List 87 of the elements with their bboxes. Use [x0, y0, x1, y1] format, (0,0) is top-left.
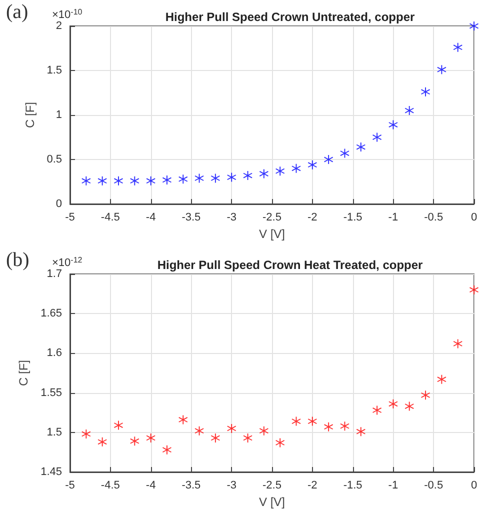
- y-tick-label: 1.6: [46, 347, 62, 360]
- x-tick-label: -5: [65, 212, 75, 224]
- x-tick-label: -2: [308, 480, 318, 492]
- point: [178, 174, 188, 184]
- point: [404, 402, 414, 411]
- x-tick-label: -4.5: [100, 212, 120, 224]
- point: [114, 176, 123, 186]
- y-tick-label: 1.45: [40, 466, 62, 478]
- y-tick-label: 1.55: [40, 386, 62, 399]
- x-tick-label: -1.5: [343, 480, 362, 492]
- point: [98, 176, 107, 186]
- x-axis-title: V [V]: [258, 494, 286, 509]
- point: [372, 132, 382, 142]
- point: [453, 42, 462, 52]
- text: (b): [6, 249, 30, 271]
- point: [388, 399, 398, 408]
- point: [470, 285, 478, 294]
- point: [114, 420, 123, 430]
- chart-title: Higher Pull Speed Crown Heat Treated, copper: [157, 258, 424, 272]
- y-tick-label: 1.5: [46, 64, 62, 76]
- point: [194, 174, 204, 183]
- text: (a): [6, 1, 28, 23]
- chart-title: Higher Pull Speed Crown Untreated, copper: [165, 10, 416, 24]
- point: [146, 176, 156, 186]
- point: [210, 174, 220, 183]
- point: [324, 155, 334, 164]
- point: [404, 106, 414, 116]
- x-tick-label: -3.5: [182, 212, 201, 224]
- point: [276, 166, 285, 176]
- point: [178, 415, 188, 424]
- point: [98, 437, 107, 446]
- point: [421, 390, 430, 400]
- x-tick-label: -3: [226, 212, 236, 224]
- x-tick-label: -4.5: [100, 480, 120, 492]
- point: [421, 87, 430, 96]
- x-tick-label: -0.5: [424, 212, 444, 224]
- point: [340, 422, 350, 431]
- point: [356, 427, 366, 436]
- point: [356, 142, 366, 152]
- point: [82, 176, 91, 186]
- point: [453, 339, 462, 348]
- point: [340, 148, 350, 158]
- x-tick-label: -1: [388, 480, 398, 492]
- x-tick-label: -3: [226, 480, 236, 492]
- point: [130, 436, 140, 446]
- y-axis-title: C [F]: [22, 102, 37, 128]
- y-tick-label: 0: [56, 198, 62, 210]
- x-tick-label: -2.5: [262, 212, 282, 224]
- x-tick-label: 0: [470, 480, 478, 492]
- point: [308, 160, 317, 170]
- point: [259, 426, 268, 436]
- point: [388, 120, 398, 130]
- point: [130, 176, 140, 186]
- point: [324, 422, 334, 432]
- y-tick-label: 1.5: [46, 426, 62, 438]
- x-tick-label: -4: [146, 480, 156, 492]
- y-tick-label: 1: [56, 109, 62, 121]
- point: [276, 438, 285, 448]
- point: [194, 426, 204, 436]
- x-tick-label: -4: [146, 212, 156, 224]
- point: [162, 445, 172, 454]
- y-tick-label: 1.65: [40, 308, 62, 320]
- x-tick-label: -2: [308, 212, 318, 224]
- x-axis-title: V [V]: [258, 226, 286, 241]
- y-tick-label: 2: [56, 20, 62, 32]
- x-tick-label: -2.5: [262, 480, 282, 492]
- y-tick-label: 1.7: [46, 268, 62, 280]
- x-tick-label: -1.5: [343, 212, 362, 224]
- point: [470, 22, 478, 30]
- y-axis-title: C [F]: [16, 360, 31, 386]
- x-tick-label: -1: [388, 212, 398, 224]
- x-tick-label: -5: [65, 480, 75, 492]
- y-tick-label: 0.5: [46, 154, 62, 166]
- point: [372, 406, 382, 415]
- point: [437, 374, 446, 384]
- point: [82, 429, 91, 438]
- point: [162, 175, 172, 184]
- x-tick-label: -0.5: [424, 480, 444, 492]
- x-tick-label: -3.5: [182, 480, 201, 492]
- x-tick-label: 0: [470, 212, 478, 224]
- point: [227, 172, 236, 182]
- point: [210, 433, 220, 442]
- point: [146, 433, 156, 442]
- point: [227, 424, 236, 433]
- point: [259, 169, 268, 178]
- point: [308, 416, 317, 426]
- point: [437, 65, 446, 74]
